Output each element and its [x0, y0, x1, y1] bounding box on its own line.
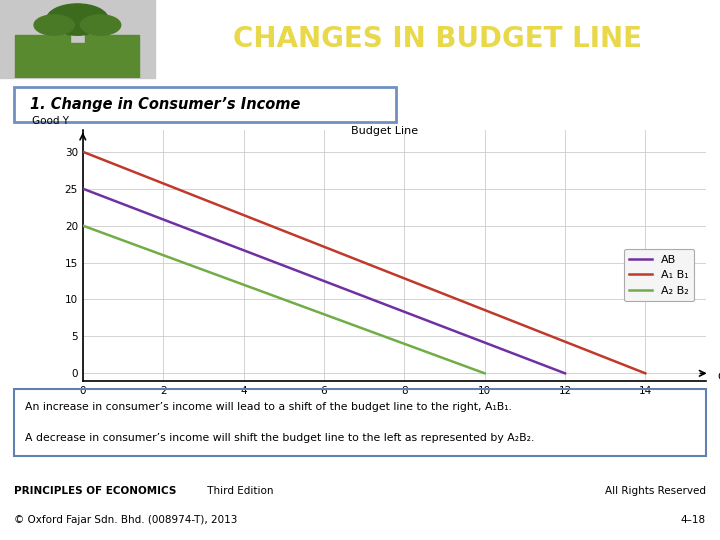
Text: CHANGES IN BUDGET LINE: CHANGES IN BUDGET LINE — [233, 25, 642, 53]
Text: Third Edition: Third Edition — [204, 487, 274, 496]
Text: 1. Change in Consumer’s Income: 1. Change in Consumer’s Income — [30, 97, 300, 112]
Text: A decrease in consumer’s income will shift the budget line to the left as repres: A decrease in consumer’s income will shi… — [24, 433, 534, 443]
Text: 4–18: 4–18 — [680, 515, 706, 525]
Text: Good Y: Good Y — [32, 116, 69, 126]
Polygon shape — [16, 35, 140, 78]
Text: An increase in consumer’s income will lead to a shift of the budget line to the : An increase in consumer’s income will le… — [24, 402, 512, 412]
Circle shape — [46, 4, 109, 35]
Circle shape — [81, 15, 121, 35]
Circle shape — [34, 15, 74, 35]
Text: PRINCIPLES OF ECONOMICS: PRINCIPLES OF ECONOMICS — [14, 487, 177, 496]
Text: Budget Line: Budget Line — [351, 125, 418, 136]
Legend: AB, A₁ B₁, A₂ B₂: AB, A₁ B₁, A₂ B₂ — [624, 249, 694, 301]
Text: All Rights Reserved: All Rights Reserved — [605, 487, 706, 496]
Text: Good X: Good X — [718, 372, 720, 382]
Text: © Oxford Fajar Sdn. Bhd. (008974-T), 2013: © Oxford Fajar Sdn. Bhd. (008974-T), 201… — [14, 515, 238, 525]
